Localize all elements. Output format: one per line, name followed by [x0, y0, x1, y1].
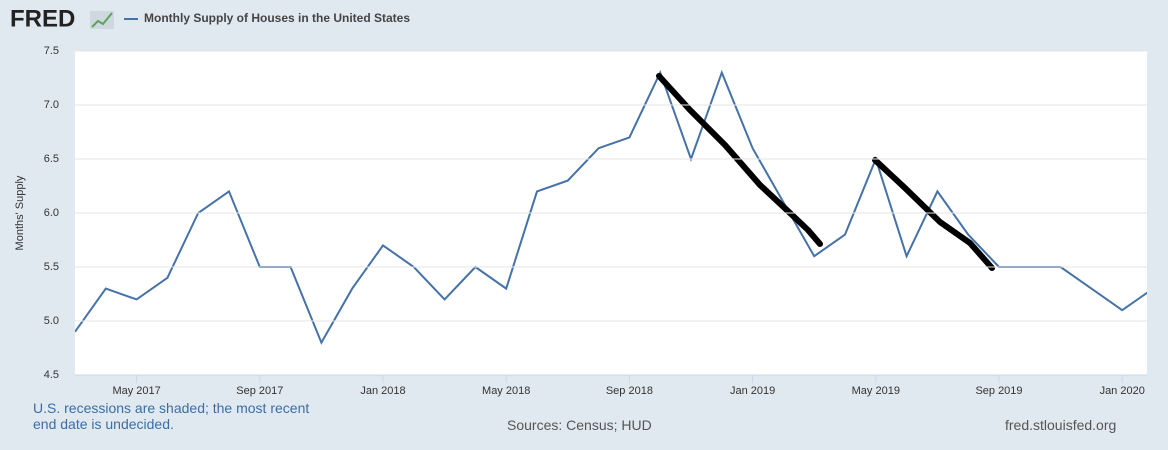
y-tick-label: 6.0	[44, 207, 59, 219]
legend-label: Monthly Supply of Houses in the United S…	[144, 11, 410, 25]
logo: FRED	[10, 5, 75, 32]
y-tick-label: 7.0	[44, 99, 59, 111]
logo-icon	[90, 11, 114, 29]
y-tick-label: 7.5	[44, 45, 59, 57]
source: Sources: Census; HUD	[507, 417, 652, 433]
y-tick-label: 5.5	[44, 261, 59, 273]
y-tick-label: 6.5	[44, 153, 59, 165]
annotation	[656, 73, 995, 271]
y-tick-label: 4.5	[44, 369, 59, 381]
x-tick-label: May 2017	[112, 385, 160, 397]
x-tick-label: Sep 2019	[975, 385, 1022, 397]
x-tick-label: May 2019	[852, 385, 900, 397]
x-tick-label: Jan 2019	[730, 385, 775, 397]
x-tick-label: Sep 2018	[606, 385, 653, 397]
y-tick-label: 5.0	[44, 315, 59, 327]
footnote: U.S. recessions are shaded; the most rec…	[33, 400, 310, 432]
series-line	[75, 69, 1147, 345]
y-axis-label: Months' Supply	[14, 175, 26, 250]
x-tick-label: Jan 2020	[1100, 385, 1145, 397]
x-tick-label: Sep 2017	[236, 385, 283, 397]
site-link: fred.stlouisfed.org	[1005, 417, 1117, 433]
x-tick-label: May 2018	[482, 385, 530, 397]
x-tick-label: Jan 2018	[360, 385, 405, 397]
